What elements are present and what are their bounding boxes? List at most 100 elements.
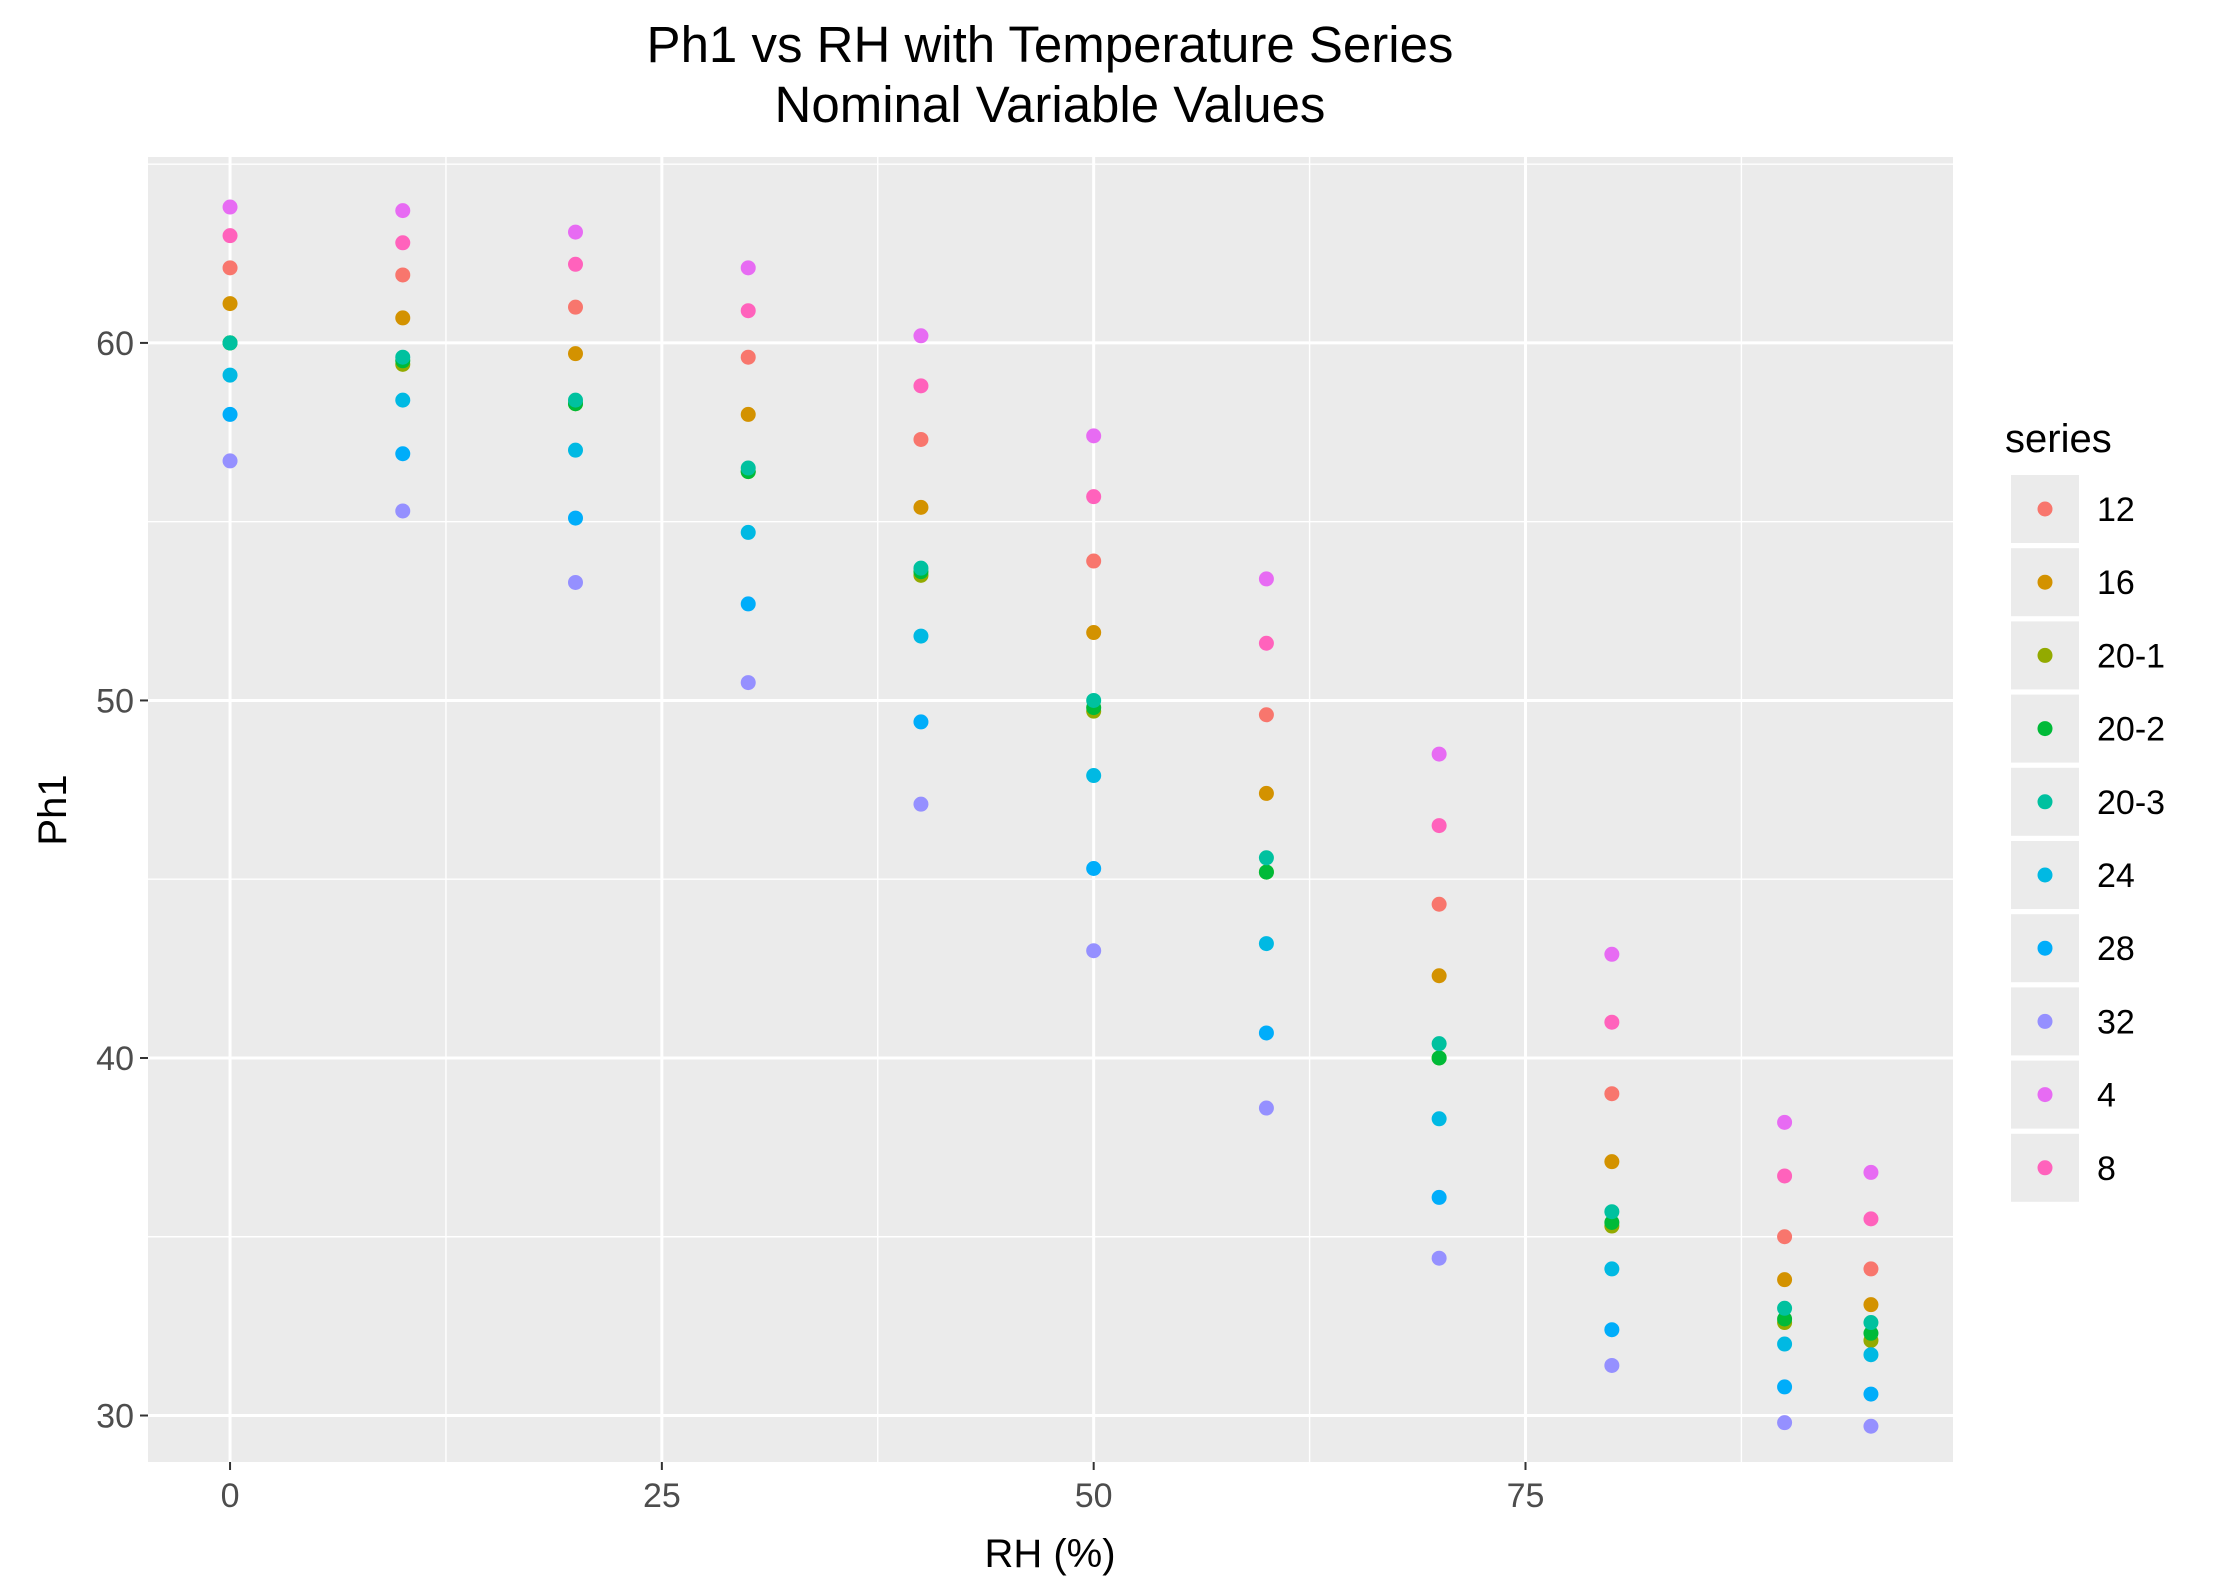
data-point-8: [1086, 489, 1102, 505]
x-axis-title: RH (%): [984, 1532, 1115, 1576]
data-point-24: [222, 367, 238, 383]
y-tick-label: 30: [96, 1398, 134, 1436]
data-point-8: [222, 228, 238, 244]
data-point-16: [1431, 968, 1447, 984]
data-point-24: [1258, 936, 1274, 952]
y-axis-ticks: 30 40 50 60: [96, 325, 148, 1436]
data-point-4: [740, 260, 756, 276]
data-point-12: [1604, 1086, 1620, 1102]
data-point-28: [222, 406, 238, 422]
data-point-8: [1604, 1014, 1620, 1030]
data-point-12: [1777, 1229, 1793, 1245]
data-point-28: [740, 596, 756, 612]
data-point-24: [1863, 1347, 1879, 1363]
x-tick-label: 50: [1075, 1477, 1113, 1515]
data-point-12: [913, 431, 929, 447]
data-point-28: [913, 714, 929, 730]
data-point-8: [740, 303, 756, 319]
data-point-20-2: [1604, 1214, 1620, 1230]
data-point-4: [1604, 946, 1620, 962]
data-point-28: [1258, 1025, 1274, 1041]
data-point-32: [913, 796, 929, 812]
data-point-4: [1086, 428, 1102, 444]
data-point-4: [1258, 571, 1274, 587]
legend-swatch-32: [2037, 1013, 2053, 1029]
legend-label: 20-3: [2097, 784, 2165, 822]
legend: series 12 16 20-1 20-2 20-3 24 28 32 4 8: [2005, 417, 2165, 1204]
data-point-20-3: [1777, 1300, 1793, 1316]
x-tick-label: 75: [1507, 1477, 1545, 1515]
data-point-28: [395, 446, 411, 462]
data-point-32: [1777, 1415, 1793, 1431]
data-point-20-3: [740, 460, 756, 476]
data-point-16: [1258, 785, 1274, 801]
data-point-16: [395, 310, 411, 326]
legend-swatch-20-1: [2037, 647, 2053, 663]
data-point-12: [740, 349, 756, 365]
data-point-16: [913, 499, 929, 515]
data-point-20-3: [1431, 1036, 1447, 1052]
data-point-24: [395, 392, 411, 408]
data-point-4: [1777, 1114, 1793, 1130]
data-point-12: [222, 260, 238, 276]
chart-subtitle: Nominal Variable Values: [775, 76, 1326, 133]
grid: [148, 157, 1953, 1462]
data-point-4: [222, 199, 238, 215]
data-point-28: [1604, 1322, 1620, 1338]
data-point-12: [395, 267, 411, 283]
data-point-4: [913, 328, 929, 344]
data-point-24: [568, 442, 583, 458]
data-point-24: [1604, 1261, 1620, 1277]
data-point-12: [1431, 896, 1447, 912]
data-point-8: [1863, 1211, 1879, 1227]
data-point-32: [568, 574, 583, 590]
data-point-32: [1431, 1250, 1447, 1266]
legend-label: 20-2: [2097, 711, 2165, 749]
x-tick-label: 0: [221, 1477, 240, 1515]
legend-label: 20-1: [2097, 637, 2165, 675]
data-point-32: [740, 675, 756, 691]
data-point-32: [1604, 1357, 1620, 1373]
data-point-28: [1431, 1189, 1447, 1205]
legend-label: 28: [2097, 930, 2135, 968]
data-point-8: [395, 235, 411, 251]
data-point-32: [395, 503, 411, 519]
data-point-24: [1086, 768, 1102, 784]
data-points: [222, 199, 1879, 1434]
data-point-20-2: [1863, 1325, 1879, 1341]
data-point-20-3: [222, 335, 238, 351]
legend-label: 24: [2097, 857, 2135, 895]
data-point-4: [1431, 746, 1447, 762]
legend-swatch-12: [2037, 501, 2053, 517]
data-point-12: [1863, 1261, 1879, 1277]
data-point-32: [222, 453, 238, 469]
legend-label: 32: [2097, 1003, 2135, 1041]
data-point-20-3: [1258, 850, 1274, 866]
legend-title: series: [2005, 417, 2112, 461]
chart-title: Ph1 vs RH with Temperature Series: [647, 16, 1454, 73]
data-point-4: [395, 203, 411, 219]
legend-swatch-24: [2037, 867, 2053, 883]
data-point-16: [1086, 625, 1102, 641]
data-point-28: [1086, 860, 1102, 876]
x-tick-label: 25: [643, 1477, 681, 1515]
data-point-4: [568, 224, 583, 240]
data-point-20-3: [395, 349, 411, 365]
legend-swatch-8: [2037, 1160, 2053, 1176]
legend-label: 16: [2097, 564, 2135, 602]
data-point-24: [1777, 1336, 1793, 1352]
data-point-32: [1258, 1100, 1274, 1116]
data-point-20-3: [568, 392, 583, 408]
data-point-12: [568, 299, 583, 315]
data-point-8: [1777, 1168, 1793, 1184]
plot-panel: [148, 157, 1953, 1462]
data-point-32: [1086, 943, 1102, 959]
data-point-20-3: [1604, 1204, 1620, 1220]
y-tick-label: 60: [96, 325, 134, 363]
data-point-20-3: [1863, 1315, 1879, 1331]
data-point-24: [1431, 1111, 1447, 1127]
legend-label: 12: [2097, 491, 2135, 529]
data-point-24: [740, 524, 756, 540]
data-point-28: [568, 510, 583, 526]
